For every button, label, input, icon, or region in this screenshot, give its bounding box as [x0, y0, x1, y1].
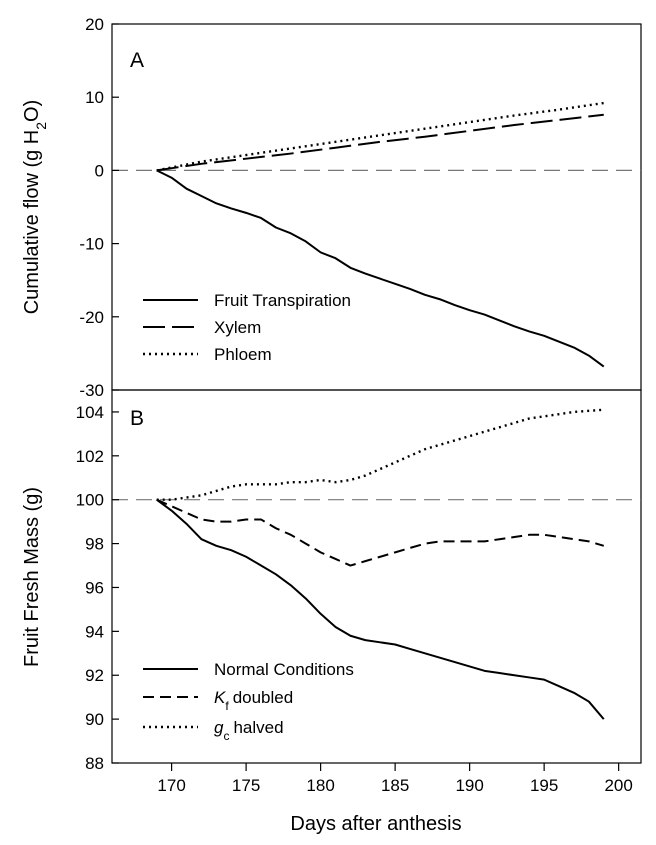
panel-a: 20 10 0 -10 -20 -30 A Cumulative flow (g H2O)… — [21, 15, 642, 400]
panel-a-frame — [111, 23, 642, 391]
panel-b-series-normal-conditions — [156, 498, 605, 720]
panel-b-label: B — [130, 407, 144, 430]
legend-label-gc-subscript: c — [223, 729, 229, 743]
legend-label-kf-doubled: Kf doubled — [214, 688, 293, 713]
x-tick-label-190: 190 — [455, 776, 483, 795]
panel-a-y-axis-label-prefix: Cumulative flow (g H — [21, 130, 43, 315]
panel-a-y-axis-label-sub: 2 — [33, 122, 49, 130]
legend-label-kf-subscript: f — [225, 699, 229, 713]
panel-a-y-axis-label-suffix: O) — [21, 100, 43, 122]
panel-a-y-tick-label-20: 20 — [85, 15, 104, 34]
panel-b-y-tick-label-90: 90 — [85, 710, 104, 729]
panel-a-y-tick-label-0: 0 — [95, 161, 104, 180]
panel-b-series-kf-doubled — [156, 498, 605, 567]
legend-label-gc-symbol: g — [214, 718, 224, 737]
panel-a-label: A — [130, 49, 144, 72]
panel-b: 104 102 100 98 96 94 92 90 88 170 175 180 185 190 195… — [21, 389, 642, 835]
legend-label-normal-conditions: Normal Conditions — [214, 660, 354, 679]
panel-a-y-axis-label: Cumulative flow (g H2O) — [21, 100, 49, 315]
panel-b-y-tick-label-92: 92 — [85, 666, 104, 685]
panel-b-y-axis-label: Fruit Fresh Mass (g) — [21, 487, 43, 667]
legend-label-fruit-transpiration: Fruit Transpiration — [214, 291, 351, 310]
legend-label-phloem: Phloem — [214, 345, 272, 364]
x-tick-label-175: 175 — [232, 776, 260, 795]
x-axis-label: Days after anthesis — [290, 813, 461, 835]
panel-b-series-gc-halved — [156, 408, 604, 501]
panel-b-y-tick-label-88: 88 — [85, 754, 104, 773]
x-axis-ticks: 170 175 180 185 190 195 200 — [157, 763, 633, 795]
x-tick-label-180: 180 — [306, 776, 334, 795]
x-tick-label-195: 195 — [530, 776, 558, 795]
panel-a-y-ticks: 20 10 0 -10 -20 -30 — [79, 15, 119, 400]
panel-a-series — [156, 101, 605, 368]
panel-a-series-xylem — [156, 113, 604, 172]
panel-a-y-tick-label-30: -30 — [79, 381, 104, 400]
panel-b-y-tick-label-104: 104 — [76, 403, 104, 422]
panel-b-frame — [111, 389, 642, 764]
panel-b-y-tick-label-96: 96 — [85, 578, 104, 597]
panel-a-y-tick-label-10: 10 — [85, 88, 104, 107]
legend-label-xylem: Xylem — [214, 318, 261, 337]
panel-a-legend: Fruit Transpiration Xylem Phloem — [143, 291, 351, 364]
panel-a-y-tick-label-20: -20 — [79, 308, 104, 327]
panel-b-y-tick-label-94: 94 — [85, 622, 104, 641]
panel-b-y-tick-label-100: 100 — [76, 491, 104, 510]
panel-a-series-fruit-transpiration — [156, 169, 605, 368]
legend-label-gc-halved: gc halved — [214, 718, 284, 743]
x-tick-label-185: 185 — [381, 776, 409, 795]
panel-b-y-ticks: 104 102 100 98 96 94 92 90 88 — [76, 403, 119, 773]
legend-label-kf-text: doubled — [233, 688, 294, 707]
panel-a-y-tick-label-10: -10 — [79, 235, 104, 254]
legend-label-gc-text: halved — [233, 718, 283, 737]
panel-b-y-tick-label-102: 102 — [76, 447, 104, 466]
panel-b-y-tick-label-98: 98 — [85, 535, 104, 554]
legend-label-kf-symbol: K — [214, 688, 226, 707]
x-tick-label-200: 200 — [604, 776, 632, 795]
panel-b-series — [156, 408, 605, 720]
x-tick-label-170: 170 — [157, 776, 185, 795]
panel-b-legend: Normal Conditions Kf doubled gc halved — [143, 660, 354, 743]
